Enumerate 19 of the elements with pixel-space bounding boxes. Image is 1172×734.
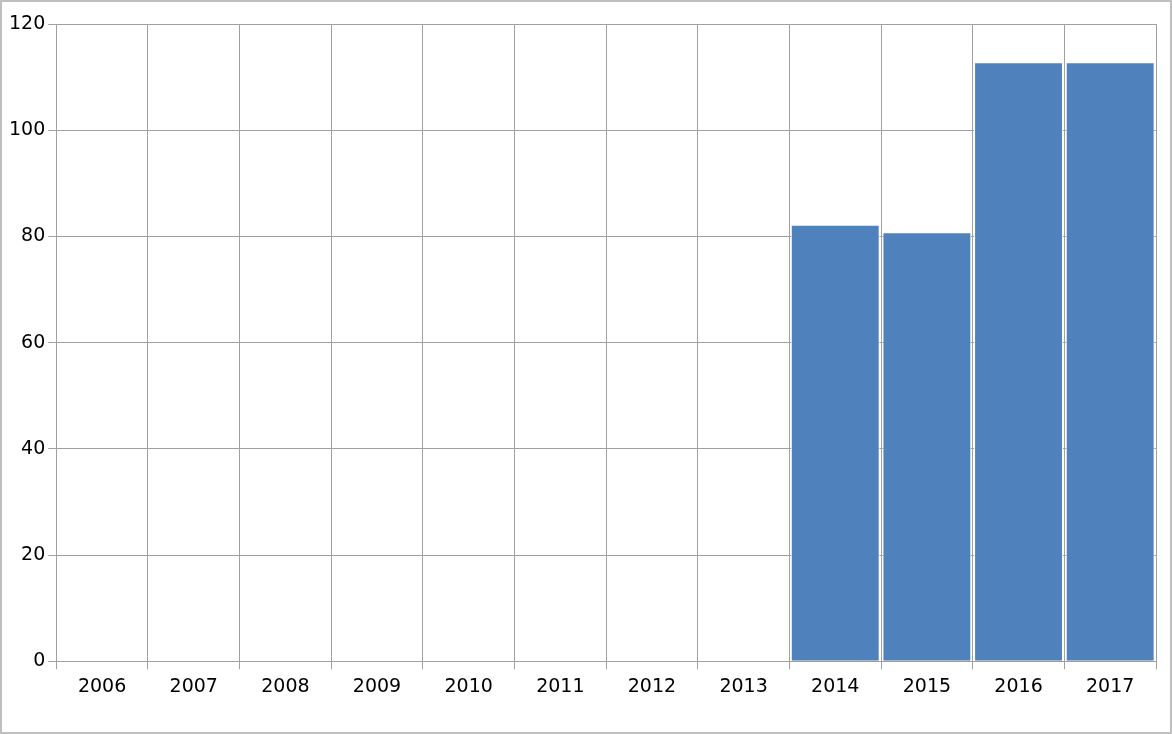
- x-tick-label: 2013: [719, 673, 768, 696]
- x-tick-label: 2010: [444, 673, 493, 696]
- x-tick-label: 2012: [627, 673, 677, 696]
- x-tick-label: 2016: [994, 673, 1043, 696]
- x-tick-label: 2014: [811, 673, 860, 696]
- y-tick-label: 100: [9, 117, 46, 140]
- x-tick-label: 2009: [352, 673, 402, 696]
- x-tick-label: 2011: [536, 673, 585, 696]
- x-tick-label: 2017: [1086, 673, 1135, 696]
- x-tick-label: 2006: [77, 673, 127, 696]
- y-tick-label: 20: [21, 541, 46, 564]
- x-tick-label: 2008: [261, 673, 310, 696]
- y-tick-label: 40: [21, 435, 46, 458]
- y-tick-label: 60: [21, 329, 46, 352]
- y-tick-label: 0: [33, 648, 46, 671]
- y-tick-label: 80: [21, 223, 46, 246]
- y-tick-label: 120: [9, 10, 46, 33]
- x-tick-label: 2007: [169, 673, 218, 696]
- x-tick-label: 2015: [902, 673, 952, 696]
